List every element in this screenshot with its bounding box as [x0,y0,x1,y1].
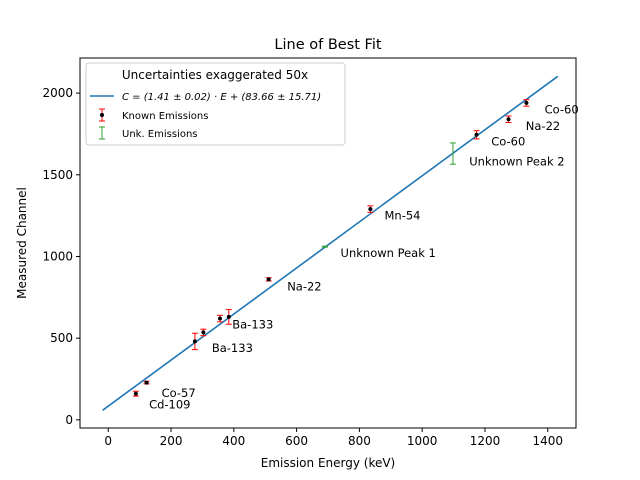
point-label: Co-60 [545,102,579,116]
axes-frame [79,57,577,429]
axes-layer: 0 200 400 600 800 1000 1200 1400 0 500 1000 1500 200… [42,57,577,448]
legend-unknown-label: Unk. Emissions [122,129,198,140]
point-label: Cd-109 [149,397,190,411]
y-tick-label: 1500 [42,168,73,182]
x-tick-label: 0 [104,434,112,448]
legend-unknown-swatch [99,126,105,140]
unknown-point-1 [449,142,456,165]
x-tick-label: 400 [222,434,245,448]
legend-box [85,62,346,146]
data-point [524,100,529,105]
legend-known-label: Known Emissions [122,111,208,122]
known-point-6 [265,277,272,282]
data-point [474,132,479,137]
point-label: Na-22 [287,280,321,294]
y-tick-label: 1000 [42,249,73,263]
x-axis-label: Emission Energy (keV) [261,456,396,470]
known-point-7 [367,205,374,213]
known-point-4 [217,314,224,323]
point-label: Unknown Peak 1 [341,246,436,260]
point-labels-layer: Cd-109Co-57Ba-133Ba-133Na-22Mn-54Co-60Na… [149,102,579,411]
fit-line-layer [102,75,559,411]
chart-title: Line of Best Fit [274,37,381,53]
x-tick-label: 1400 [532,434,563,448]
legend-title: Uncertainties exaggerated 50x [122,68,308,82]
data-point [201,330,206,335]
data-point [192,339,197,344]
unknown-point-0 [321,245,328,248]
x-tick-label: 1200 [470,434,501,448]
data-point [144,380,149,385]
known-point-10 [523,99,530,107]
data-point [218,316,223,321]
legend-known-swatch [99,108,105,122]
y-axis-label: Measured Channel [15,187,29,299]
known-point-8 [473,130,480,140]
y-tick-label: 500 [50,331,73,345]
legend: Uncertainties exaggerated 50x C = (1.41 … [85,62,346,146]
data-point [506,117,511,122]
x-tick-label: 800 [348,434,371,448]
known-point-2 [191,332,198,351]
known-point-3 [200,328,207,337]
point-label: Ba-133 [212,341,253,355]
known-point-0 [132,390,139,397]
known-point-5 [225,309,232,325]
y-tick-label: 0 [65,413,73,427]
points-layer [132,99,530,397]
data-point [368,207,373,212]
y-tick-label: 2000 [42,86,73,100]
x-tick-label: 600 [285,434,308,448]
x-tick-label: 1000 [407,434,438,448]
point-label: Ba-133 [232,317,273,331]
data-point [133,391,138,396]
known-point-9 [505,115,512,124]
plot-area: Cd-109Co-57Ba-133Ba-133Na-22Mn-54Co-60Na… [102,75,579,411]
point-label: Na-22 [526,119,560,133]
x-tick-label: 200 [160,434,183,448]
known-point-1 [143,380,150,385]
point-label: Co-60 [491,134,525,148]
data-point [266,277,271,282]
legend-fit-label: C = (1.41 ± 0.02) · E + (83.66 ± 15.71) [122,92,321,103]
point-label: Unknown Peak 2 [469,155,564,169]
data-point [226,314,231,319]
point-label: Mn-54 [385,209,421,223]
fit-line [102,75,559,411]
point-label: Co-57 [162,386,196,400]
